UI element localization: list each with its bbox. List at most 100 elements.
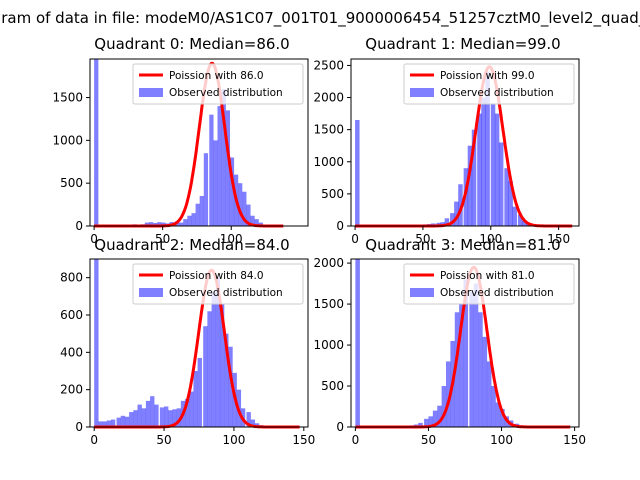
legend-patch-swatch bbox=[139, 288, 163, 297]
hist-bar bbox=[485, 71, 490, 226]
hist-bar bbox=[246, 412, 251, 427]
hist-bar bbox=[106, 420, 112, 427]
hist-bar bbox=[94, 259, 99, 427]
y-tick-label: 800 bbox=[60, 271, 83, 285]
axes-frame bbox=[89, 58, 309, 227]
hist-bar bbox=[120, 415, 126, 427]
hist-bar bbox=[459, 304, 464, 427]
x-tick-label: 100 bbox=[490, 433, 513, 447]
hist-bar bbox=[512, 206, 517, 226]
hist-bar bbox=[191, 213, 196, 226]
hist-bar bbox=[478, 312, 483, 427]
hist-bar bbox=[215, 277, 221, 427]
y-tick-label: 0 bbox=[336, 219, 344, 233]
panel-quadrant-0: Quadrant 0: Median=86.0 0 50 1000500100015… bbox=[52, 35, 309, 246]
hist-bar bbox=[482, 336, 488, 427]
hist-bar bbox=[137, 404, 142, 427]
hist-bar bbox=[494, 113, 500, 226]
axes-frame bbox=[350, 258, 580, 428]
y-tick-label: 1500 bbox=[313, 297, 344, 311]
hist-bar bbox=[458, 184, 463, 226]
hist-bar bbox=[225, 110, 230, 226]
x-tick-label: 150 bbox=[563, 433, 586, 447]
legend-patch-swatch bbox=[410, 288, 434, 297]
hist-bar bbox=[437, 405, 442, 427]
hist-bar bbox=[229, 157, 235, 226]
legend-label-fit: Poission with 86.0 bbox=[169, 70, 264, 82]
hist-bar bbox=[124, 416, 130, 427]
hist-bar bbox=[145, 400, 151, 427]
hist-bar bbox=[110, 419, 116, 427]
y-tick-label: 1000 bbox=[313, 338, 344, 352]
hist-bar bbox=[424, 418, 429, 427]
hist-bar bbox=[207, 311, 212, 427]
y-tick-label: 500 bbox=[60, 176, 83, 190]
panel-title: Quadrant 1: Median=99.0 bbox=[365, 35, 560, 53]
y-tick-label: 1500 bbox=[52, 91, 83, 105]
hist-bar bbox=[172, 409, 177, 427]
y-tick-label: 0 bbox=[75, 219, 83, 233]
hist-bar bbox=[144, 222, 150, 226]
hist-bar bbox=[187, 215, 192, 226]
y-tick-label: 1500 bbox=[313, 123, 344, 137]
hist-bar bbox=[221, 88, 226, 226]
legend-frame bbox=[132, 63, 304, 105]
legend: Poission with 84.0 Observed distribution bbox=[132, 263, 304, 305]
x-tick-label: 100 bbox=[222, 433, 245, 447]
legend: Poission with 81.0 Observed distribution bbox=[403, 263, 575, 305]
hist-bar bbox=[254, 423, 260, 427]
hist-bar bbox=[441, 386, 447, 427]
legend-label-fit: Poission with 81.0 bbox=[440, 270, 535, 282]
hist-bar bbox=[495, 402, 501, 427]
y-tick-label: 1000 bbox=[52, 133, 83, 147]
hist-bar bbox=[150, 396, 155, 427]
hist-bar bbox=[418, 422, 423, 427]
hist-bar bbox=[355, 259, 360, 427]
axes-frame bbox=[350, 58, 580, 227]
hist-bar bbox=[211, 292, 216, 427]
legend-frame bbox=[132, 263, 304, 305]
legend: Poission with 86.0 Observed distribution bbox=[132, 63, 304, 105]
hist-bar bbox=[168, 410, 173, 427]
hist-bar bbox=[491, 386, 496, 427]
hist-bar bbox=[486, 361, 492, 427]
y-tick-label: 2000 bbox=[313, 256, 344, 270]
hist-bar bbox=[141, 408, 147, 427]
legend-label-fit: Poission with 99.0 bbox=[440, 70, 535, 82]
axes-frame bbox=[89, 258, 309, 428]
hist-bar bbox=[258, 222, 263, 226]
hist-bar bbox=[161, 222, 166, 226]
legend: Poission with 99.0 Observed distribution bbox=[403, 63, 575, 105]
legend-frame bbox=[403, 263, 575, 305]
hist-bar bbox=[500, 408, 505, 427]
x-tick-label: 0 bbox=[352, 433, 360, 447]
hist-bars bbox=[94, 259, 268, 427]
x-tick-label: 150 bbox=[292, 433, 315, 447]
hist-bar bbox=[199, 196, 204, 226]
x-tick-label: 150 bbox=[547, 232, 570, 246]
hist-bar bbox=[157, 222, 162, 226]
hist-bar bbox=[179, 222, 184, 226]
hist-bar bbox=[471, 129, 477, 226]
hist-bar bbox=[228, 346, 233, 427]
y-tick-label: 200 bbox=[60, 383, 83, 397]
hist-bar bbox=[164, 406, 169, 427]
y-tick-label: 2500 bbox=[313, 58, 344, 72]
hist-bar bbox=[355, 120, 360, 226]
legend-patch-swatch bbox=[139, 88, 163, 97]
hist-bar bbox=[444, 218, 450, 226]
hist-bar bbox=[254, 219, 259, 226]
panel-quadrant-3: Quadrant 3: Median=81.0 0 50 100 1500500100… bbox=[313, 236, 586, 447]
y-tick-label: 0 bbox=[75, 420, 83, 434]
hist-bar bbox=[203, 326, 208, 427]
x-tick-label: 50 bbox=[415, 232, 430, 246]
x-tick-label: 0 bbox=[90, 433, 98, 447]
hist-bar bbox=[154, 404, 159, 427]
hist-bar bbox=[498, 142, 504, 226]
hist-bar bbox=[428, 416, 433, 427]
hist-bar bbox=[508, 181, 513, 226]
hist-bar bbox=[116, 417, 121, 427]
y-tick-label: 600 bbox=[60, 308, 83, 322]
hist-bar bbox=[490, 103, 496, 226]
